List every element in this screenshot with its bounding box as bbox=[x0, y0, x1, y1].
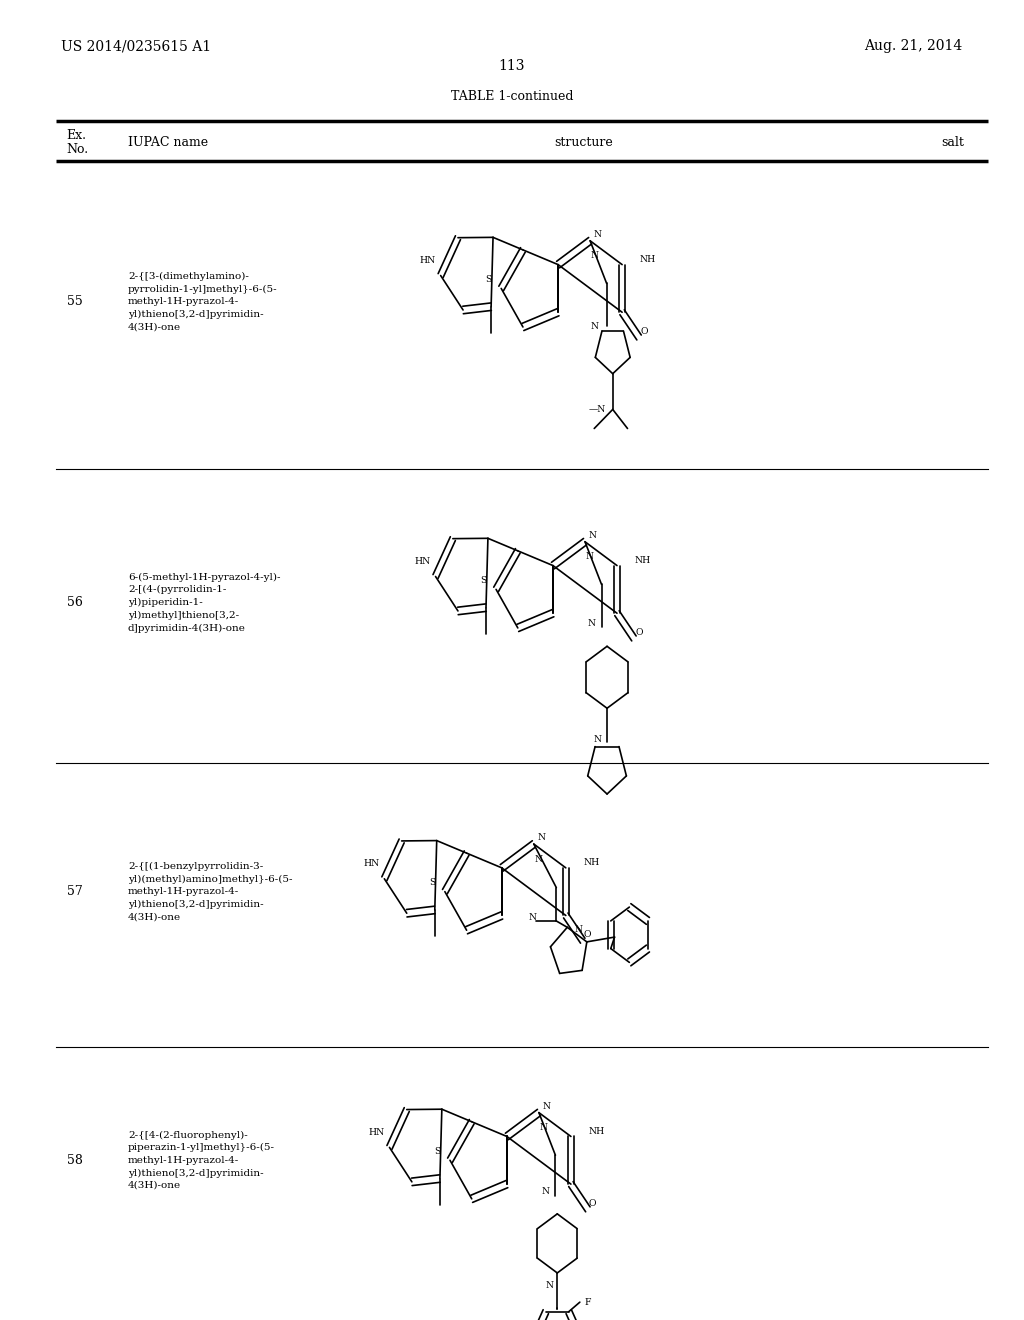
Text: 58: 58 bbox=[67, 1154, 83, 1167]
Text: 57: 57 bbox=[67, 886, 82, 898]
Text: N: N bbox=[588, 619, 596, 628]
Text: N: N bbox=[586, 552, 594, 561]
Text: HN: HN bbox=[415, 557, 431, 566]
Text: 55: 55 bbox=[67, 296, 82, 308]
Text: IUPAC name: IUPAC name bbox=[128, 136, 208, 149]
Text: S: S bbox=[434, 1147, 440, 1156]
Text: 113: 113 bbox=[499, 59, 525, 73]
Text: O: O bbox=[640, 326, 647, 335]
Text: N: N bbox=[591, 322, 599, 331]
Text: salt: salt bbox=[941, 136, 964, 149]
Text: 56: 56 bbox=[67, 597, 83, 609]
Text: N: N bbox=[593, 735, 601, 743]
Text: S: S bbox=[429, 878, 435, 887]
Text: —N: —N bbox=[589, 405, 606, 414]
Text: O: O bbox=[584, 929, 591, 939]
Text: F: F bbox=[585, 1298, 591, 1307]
Text: N: N bbox=[589, 531, 597, 540]
Text: HN: HN bbox=[420, 256, 436, 265]
Text: structure: structure bbox=[554, 136, 613, 149]
Text: N: N bbox=[535, 854, 543, 863]
Text: 2-{[4-(2-fluorophenyl)-
piperazin-1-yl]methyl}-6-(5-
methyl-1H-pyrazol-4-
yl)thi: 2-{[4-(2-fluorophenyl)- piperazin-1-yl]m… bbox=[128, 1130, 275, 1191]
Text: S: S bbox=[485, 275, 492, 284]
Text: N: N bbox=[543, 1102, 551, 1111]
Text: NH: NH bbox=[584, 858, 599, 867]
Text: 2-{[3-(dimethylamino)-
pyrrolidin-1-yl]methyl}-6-(5-
methyl-1H-pyrazol-4-
yl)thi: 2-{[3-(dimethylamino)- pyrrolidin-1-yl]m… bbox=[128, 272, 278, 331]
Text: US 2014/0235615 A1: US 2014/0235615 A1 bbox=[61, 40, 212, 53]
Text: NH: NH bbox=[589, 1127, 604, 1137]
Text: N: N bbox=[594, 230, 602, 239]
Text: N: N bbox=[575, 925, 583, 933]
Text: HN: HN bbox=[364, 859, 380, 869]
Text: 2-{[(1-benzylpyrrolidin-3-
yl)(methyl)amino]methyl}-6-(5-
methyl-1H-pyrazol-4-
y: 2-{[(1-benzylpyrrolidin-3- yl)(methyl)am… bbox=[128, 862, 293, 921]
Text: O: O bbox=[635, 627, 642, 636]
Text: NH: NH bbox=[635, 556, 650, 565]
Text: S: S bbox=[480, 576, 486, 585]
Text: N: N bbox=[540, 1123, 548, 1133]
Text: N: N bbox=[591, 251, 599, 260]
Text: TABLE 1-continued: TABLE 1-continued bbox=[451, 90, 573, 103]
Text: N: N bbox=[538, 833, 546, 842]
Text: N: N bbox=[542, 1188, 550, 1196]
Text: No.: No. bbox=[67, 143, 89, 156]
Text: NH: NH bbox=[640, 255, 655, 264]
Text: Aug. 21, 2014: Aug. 21, 2014 bbox=[864, 40, 963, 53]
Text: Ex.: Ex. bbox=[67, 129, 87, 143]
Text: N: N bbox=[546, 1280, 554, 1290]
Text: 6-(5-methyl-1H-pyrazol-4-yl)-
2-[(4-(pyrrolidin-1-
yl)piperidin-1-
yl)methyl]thi: 6-(5-methyl-1H-pyrazol-4-yl)- 2-[(4-(pyr… bbox=[128, 573, 281, 632]
Text: HN: HN bbox=[369, 1127, 385, 1137]
Text: N: N bbox=[529, 912, 537, 921]
Text: O: O bbox=[589, 1199, 596, 1208]
